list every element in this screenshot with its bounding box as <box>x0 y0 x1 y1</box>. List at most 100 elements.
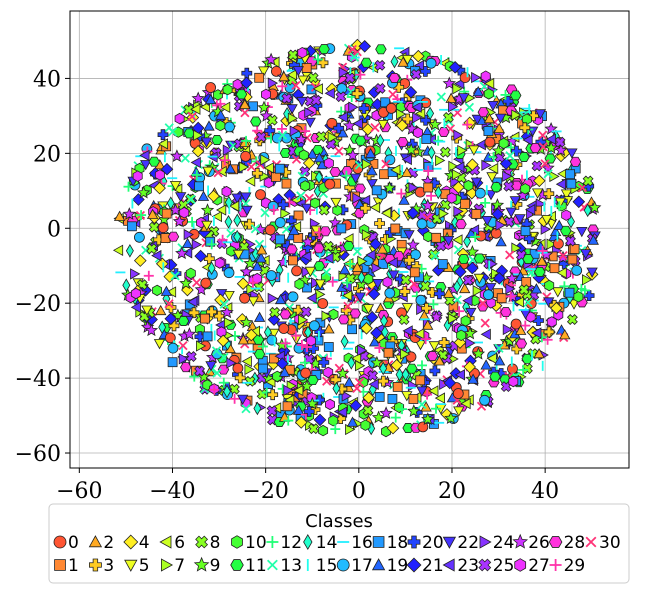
data-point-class-10 <box>544 279 555 292</box>
data-point-class-9 <box>335 366 350 380</box>
data-point-class-22 <box>372 278 384 290</box>
legend-label-class-12: 12 <box>280 533 302 553</box>
data-point-class-22 <box>580 249 592 260</box>
data-point-class-17 <box>167 342 179 354</box>
data-point-class-13 <box>250 224 261 234</box>
y-tick-label: −20 <box>15 292 61 317</box>
data-point-class-25 <box>374 82 386 94</box>
data-point-class-29 <box>420 334 431 345</box>
data-point-class-21 <box>499 157 513 170</box>
data-point-class-10 <box>222 83 233 96</box>
data-point-class-13 <box>211 346 222 356</box>
x-tick-label: −60 <box>56 479 102 504</box>
data-point-class-27 <box>382 276 393 288</box>
data-point-class-9 <box>136 185 151 199</box>
data-point-class-27 <box>546 316 557 328</box>
data-point-class-9 <box>587 200 602 214</box>
legend-marker-class-24 <box>479 535 492 549</box>
data-point-class-29 <box>537 245 548 256</box>
data-point-class-14 <box>233 213 242 228</box>
data-point-class-4 <box>236 277 250 291</box>
data-point-class-1 <box>431 232 442 243</box>
data-point-class-26 <box>294 132 308 146</box>
data-point-class-8 <box>439 146 451 158</box>
data-point-class-19 <box>398 194 410 205</box>
data-point-class-6 <box>244 175 256 187</box>
data-point-class-6 <box>428 385 439 397</box>
data-point-class-29 <box>520 320 531 331</box>
data-point-class-19 <box>278 366 291 377</box>
data-point-class-12 <box>536 332 547 343</box>
data-point-class-19 <box>224 163 236 174</box>
data-point-class-29 <box>423 165 434 176</box>
data-point-class-22 <box>241 205 253 217</box>
data-point-class-12 <box>428 299 439 310</box>
data-point-class-25 <box>462 274 474 286</box>
data-point-class-24 <box>267 292 278 305</box>
legend-marker-class-14 <box>303 534 313 550</box>
data-point-class-20 <box>333 122 345 134</box>
data-point-class-18 <box>194 181 205 192</box>
data-point-class-0 <box>484 136 496 148</box>
data-point-class-2 <box>559 329 571 340</box>
data-point-class-14 <box>401 367 410 382</box>
data-point-class-27 <box>174 112 185 125</box>
data-point-class-7 <box>361 229 373 241</box>
data-point-class-7 <box>357 255 368 268</box>
data-point-class-23 <box>402 325 413 337</box>
data-point-class-25 <box>300 306 312 318</box>
data-point-class-3 <box>153 234 165 246</box>
data-point-class-27 <box>196 216 207 229</box>
data-point-class-24 <box>178 353 190 365</box>
data-point-class-11 <box>473 253 486 264</box>
data-point-class-20 <box>429 365 441 377</box>
data-point-class-14 <box>347 356 356 370</box>
data-point-class-29 <box>374 343 385 353</box>
data-point-class-10 <box>498 137 509 150</box>
data-point-class-13 <box>277 130 288 140</box>
data-point-class-7 <box>435 154 446 167</box>
data-point-class-19 <box>255 252 267 263</box>
data-point-class-9 <box>179 276 193 290</box>
data-point-class-28 <box>477 107 490 118</box>
data-point-class-19 <box>587 234 599 245</box>
data-point-class-23 <box>190 156 201 169</box>
data-point-class-7 <box>223 316 235 329</box>
data-point-class-26 <box>175 246 189 260</box>
data-point-class-28 <box>319 226 332 237</box>
data-point-class-11 <box>312 144 324 155</box>
y-tick-label: 40 <box>33 67 61 92</box>
data-point-class-4 <box>361 123 375 136</box>
legend-label-class-9: 9 <box>210 556 221 576</box>
data-point-class-11 <box>307 375 319 386</box>
data-point-class-7 <box>452 83 463 95</box>
data-point-class-30 <box>505 250 515 260</box>
data-point-class-7 <box>321 310 332 322</box>
data-point-class-14 <box>158 320 167 335</box>
data-point-class-28 <box>286 244 298 255</box>
data-point-class-28 <box>500 307 512 318</box>
data-point-class-2 <box>445 92 457 103</box>
data-point-class-25 <box>194 365 206 377</box>
legend-label-class-29: 29 <box>564 556 586 576</box>
data-point-class-21 <box>404 85 418 99</box>
data-point-class-19 <box>203 120 215 131</box>
data-point-class-27 <box>323 157 334 169</box>
data-point-class-7 <box>327 131 338 143</box>
data-point-class-9 <box>465 245 480 258</box>
data-point-class-9 <box>463 326 477 340</box>
data-point-class-13 <box>321 267 332 277</box>
data-point-class-30 <box>178 340 188 351</box>
data-point-class-12 <box>206 239 217 250</box>
data-point-class-8 <box>362 405 374 416</box>
data-point-class-8 <box>244 375 256 387</box>
data-point-class-26 <box>346 148 360 162</box>
data-point-class-5 <box>258 66 270 77</box>
data-point-class-23 <box>454 369 466 381</box>
data-point-class-4 <box>294 416 308 429</box>
data-point-class-0 <box>239 292 251 304</box>
data-point-class-22 <box>465 307 477 319</box>
data-point-class-11 <box>211 135 223 145</box>
data-point-class-17 <box>265 270 277 281</box>
data-point-class-28 <box>313 243 325 254</box>
